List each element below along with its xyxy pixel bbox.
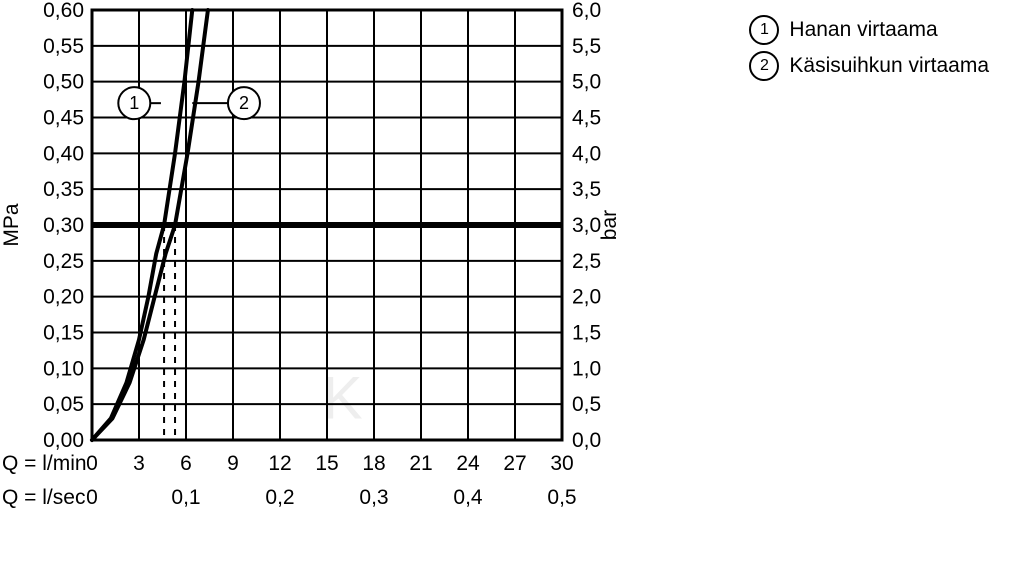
svg-text:0,50: 0,50 (43, 71, 84, 94)
svg-text:21: 21 (409, 452, 432, 475)
svg-text:0,1: 0,1 (171, 486, 200, 509)
chart-svg: K120,000,050,100,150,200,250,300,350,400… (0, 0, 660, 560)
svg-text:9: 9 (227, 452, 239, 475)
svg-text:0,55: 0,55 (43, 35, 84, 58)
svg-text:2,5: 2,5 (572, 250, 601, 273)
svg-text:0,2: 0,2 (265, 486, 294, 509)
svg-text:0,3: 0,3 (359, 486, 388, 509)
svg-text:0,40: 0,40 (43, 142, 84, 165)
legend-label-1: Hanan virtaama (789, 12, 937, 48)
legend: 1 Hanan virtaama 2 Käsisuihkun virtaama (749, 12, 989, 83)
legend-item: 1 Hanan virtaama (749, 12, 989, 48)
svg-text:30: 30 (550, 452, 573, 475)
svg-text:0,45: 0,45 (43, 107, 84, 130)
svg-text:0,5: 0,5 (572, 393, 601, 416)
svg-text:0,35: 0,35 (43, 178, 84, 201)
svg-text:15: 15 (315, 452, 338, 475)
svg-text:4,0: 4,0 (572, 142, 601, 165)
svg-text:3,0: 3,0 (572, 214, 601, 237)
svg-text:0,60: 0,60 (43, 0, 84, 22)
svg-text:bar: bar (598, 210, 621, 240)
svg-text:0,0: 0,0 (572, 429, 601, 452)
svg-text:0: 0 (86, 452, 98, 475)
svg-text:0,20: 0,20 (43, 286, 84, 309)
svg-text:Q = l/sec: Q = l/sec (2, 486, 85, 509)
svg-text:0,10: 0,10 (43, 357, 84, 380)
legend-item: 2 Käsisuihkun virtaama (749, 48, 989, 84)
svg-text:1,5: 1,5 (572, 322, 601, 345)
svg-text:6: 6 (180, 452, 192, 475)
legend-marker-1: 1 (749, 15, 779, 45)
svg-text:MPa: MPa (0, 203, 23, 247)
svg-text:0,05: 0,05 (43, 393, 84, 416)
svg-text:0,4: 0,4 (453, 486, 483, 509)
flow-chart: K120,000,050,100,150,200,250,300,350,400… (0, 0, 660, 565)
legend-label-2: Käsisuihkun virtaama (789, 48, 989, 84)
svg-text:0,00: 0,00 (43, 429, 84, 452)
svg-text:0: 0 (86, 486, 98, 509)
svg-text:12: 12 (268, 452, 291, 475)
legend-marker-2: 2 (749, 51, 779, 81)
svg-text:0,15: 0,15 (43, 322, 84, 345)
svg-text:0,5: 0,5 (547, 486, 576, 509)
svg-text:1,0: 1,0 (572, 357, 601, 380)
svg-text:K: K (323, 365, 363, 432)
svg-text:1: 1 (129, 93, 139, 113)
svg-text:0,30: 0,30 (43, 214, 84, 237)
svg-text:3: 3 (133, 452, 145, 475)
svg-text:0,25: 0,25 (43, 250, 84, 273)
svg-text:5,0: 5,0 (572, 71, 601, 94)
svg-text:Q = l/min: Q = l/min (2, 452, 87, 475)
svg-text:6,0: 6,0 (572, 0, 601, 22)
svg-text:18: 18 (362, 452, 385, 475)
svg-text:5,5: 5,5 (572, 35, 601, 58)
svg-text:4,5: 4,5 (572, 107, 601, 130)
svg-text:24: 24 (456, 452, 480, 475)
svg-text:3,5: 3,5 (572, 178, 601, 201)
svg-text:27: 27 (503, 452, 526, 475)
svg-text:2,0: 2,0 (572, 286, 601, 309)
svg-text:2: 2 (239, 93, 249, 113)
